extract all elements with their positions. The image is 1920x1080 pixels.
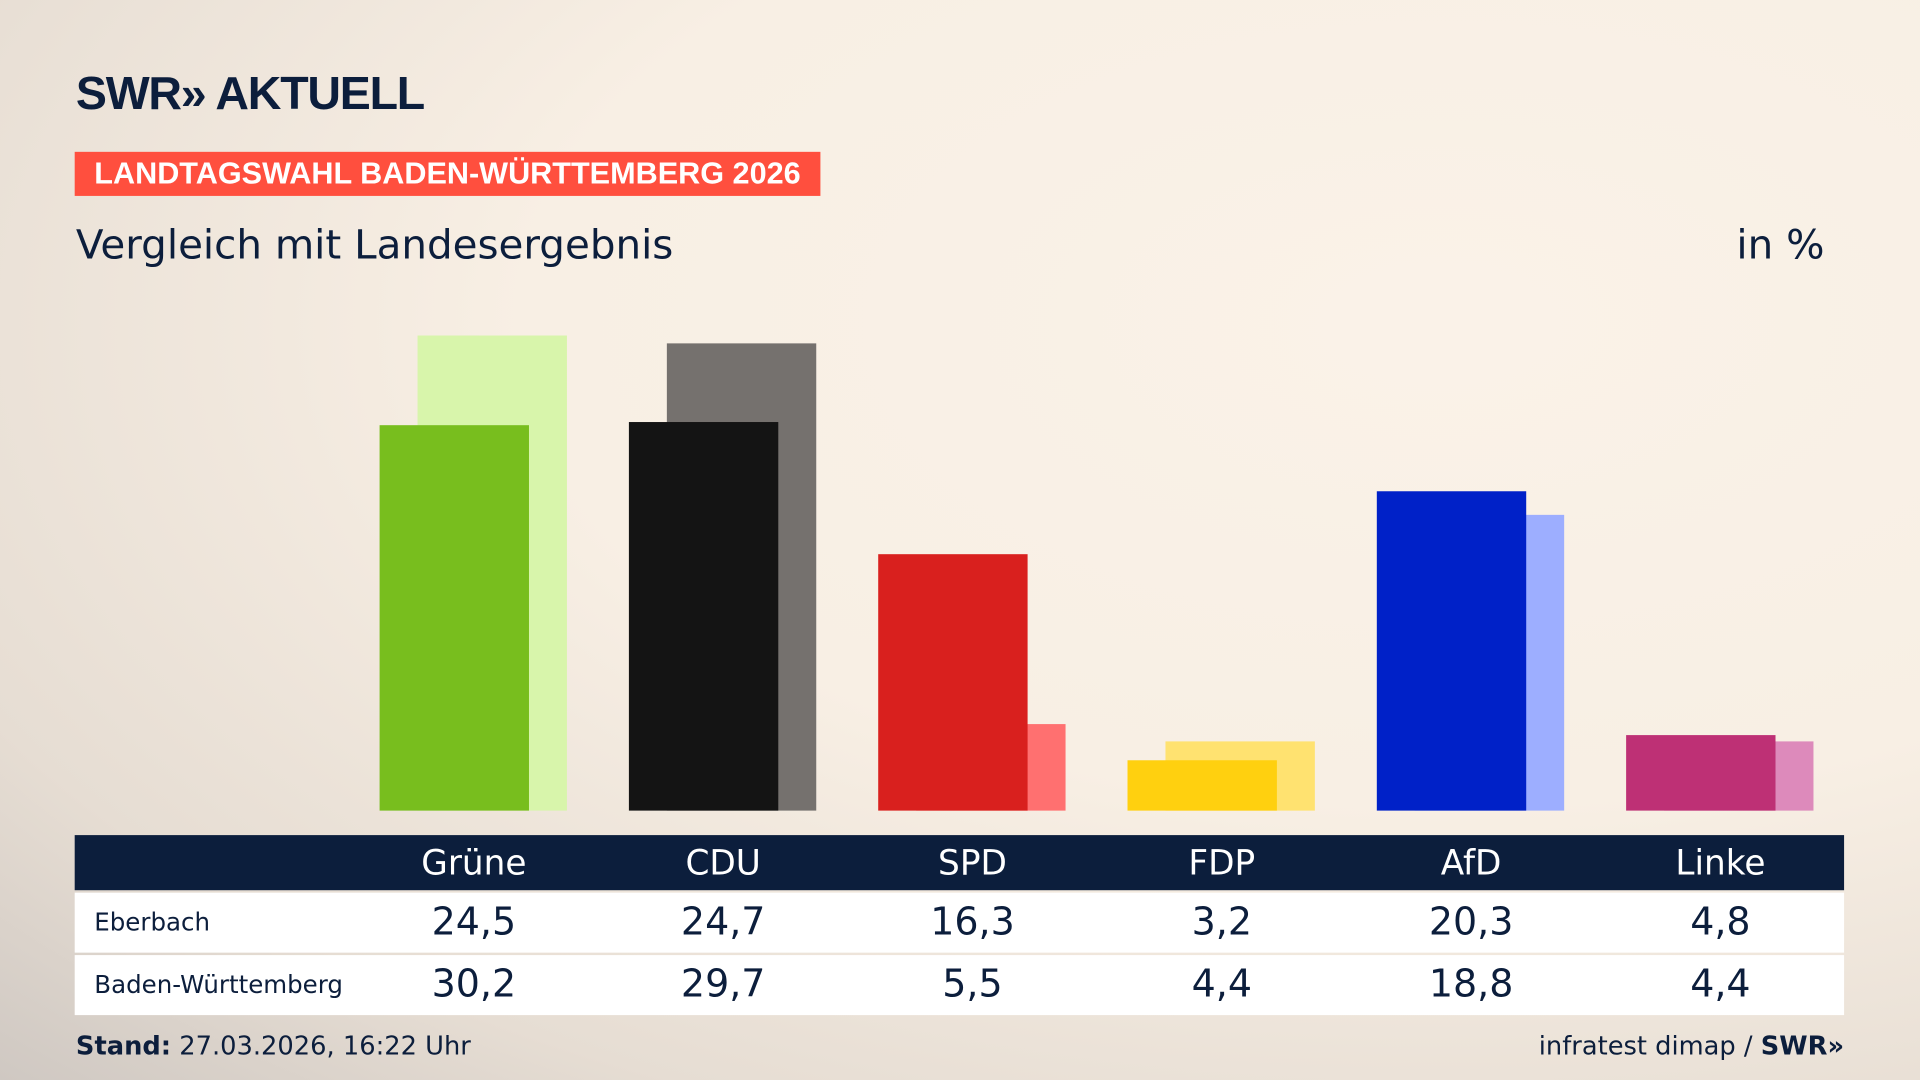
row-label: Baden-Württemberg bbox=[94, 969, 343, 1000]
unit-label: in % bbox=[1736, 220, 1825, 269]
value-label: 5,5 bbox=[942, 962, 1003, 1007]
bar-chart bbox=[379, 335, 1814, 811]
swr-logo: SWR» bbox=[1760, 1031, 1845, 1061]
value-label: 4,4 bbox=[1690, 962, 1751, 1007]
source-text: infratest dimap / bbox=[1538, 1031, 1761, 1061]
source: infratest dimap / SWR» bbox=[1539, 1031, 1844, 1060]
results-table: Grüne CDU SPD FDP AfD Linke Eberbach 24,5 24,7 1… bbox=[74, 835, 1845, 1016]
row-label: Eberbach bbox=[94, 907, 210, 937]
column-header: SPD bbox=[938, 842, 1007, 883]
timestamp: Stand: 27.03.2026, 16:22 Uhr bbox=[76, 1031, 471, 1060]
stand-label: Stand: bbox=[75, 1031, 172, 1061]
bar-eberbach-0 bbox=[379, 425, 529, 811]
column-header: CDU bbox=[685, 842, 761, 883]
value-label: 4,8 bbox=[1690, 900, 1751, 945]
bar-eberbach-5 bbox=[1626, 735, 1776, 811]
swr-aktuell-logo: SWR» AKTUELL bbox=[75, 68, 425, 121]
table-row: Eberbach 24,5 24,7 16,3 3,2 20,3 4,8 bbox=[74, 892, 1845, 953]
chart-subtitle: Vergleich mit Landesergebnis bbox=[75, 220, 674, 269]
value-label: 4,4 bbox=[1191, 962, 1252, 1007]
value-label: 24,7 bbox=[680, 900, 766, 945]
column-header: FDP bbox=[1188, 842, 1256, 883]
value-label: 29,7 bbox=[680, 962, 766, 1007]
stand-value: 27.03.2026, 16:22 Uhr bbox=[179, 1031, 471, 1061]
table-header: Grüne CDU SPD FDP AfD Linke bbox=[74, 835, 1845, 891]
bar-eberbach-4 bbox=[1376, 491, 1527, 811]
bar-eberbach-1 bbox=[628, 422, 779, 811]
value-label: 20,3 bbox=[1428, 900, 1514, 945]
column-header: Linke bbox=[1675, 842, 1766, 883]
column-header: AfD bbox=[1440, 842, 1502, 883]
value-label: 16,3 bbox=[930, 900, 1015, 945]
column-header: Grüne bbox=[421, 842, 527, 883]
value-label: 24,5 bbox=[431, 900, 517, 945]
value-label: 18,8 bbox=[1428, 962, 1514, 1007]
value-label: 30,2 bbox=[431, 962, 517, 1007]
bar-eberbach-3 bbox=[1127, 760, 1277, 811]
election-banner: LANDTAGSWAHL BADEN-WÜRTTEMBERG 2026 bbox=[74, 151, 821, 196]
bar-eberbach-2 bbox=[878, 554, 1028, 811]
table-row: Baden-Württemberg 30,2 29,7 5,5 4,4 18,8 4,4 bbox=[74, 955, 1845, 1016]
value-label: 3,2 bbox=[1191, 900, 1252, 945]
